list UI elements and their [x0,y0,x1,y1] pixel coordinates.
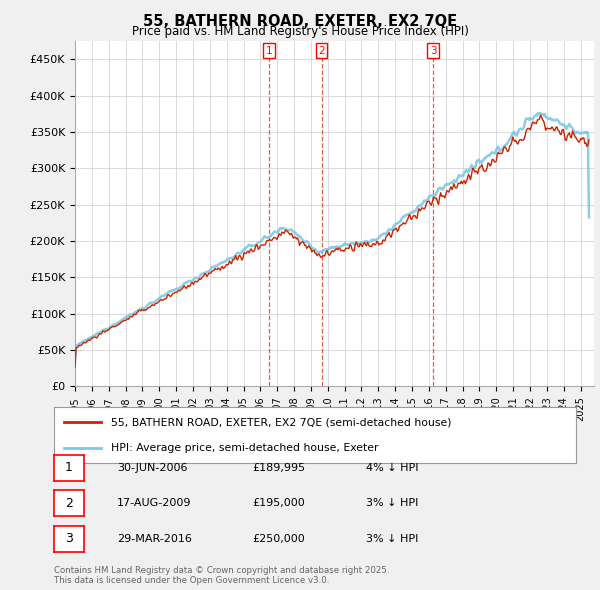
Text: 4% ↓ HPI: 4% ↓ HPI [366,463,419,473]
Text: 30-JUN-2006: 30-JUN-2006 [117,463,187,473]
Text: 3% ↓ HPI: 3% ↓ HPI [366,499,418,508]
Text: £189,995: £189,995 [252,463,305,473]
Text: 29-MAR-2016: 29-MAR-2016 [117,534,192,543]
Text: £195,000: £195,000 [252,499,305,508]
Text: 3: 3 [430,46,436,55]
Text: 1: 1 [265,46,272,55]
Text: 1: 1 [65,461,73,474]
Text: £250,000: £250,000 [252,534,305,543]
Text: 3: 3 [65,532,73,545]
Text: 55, BATHERN ROAD, EXETER, EX2 7QE (semi-detached house): 55, BATHERN ROAD, EXETER, EX2 7QE (semi-… [112,417,452,427]
Text: 2: 2 [65,497,73,510]
Text: HPI: Average price, semi-detached house, Exeter: HPI: Average price, semi-detached house,… [112,443,379,453]
Text: Contains HM Land Registry data © Crown copyright and database right 2025.
This d: Contains HM Land Registry data © Crown c… [54,566,389,585]
Text: 2: 2 [318,46,325,55]
Text: 3% ↓ HPI: 3% ↓ HPI [366,534,418,543]
Text: 17-AUG-2009: 17-AUG-2009 [117,499,191,508]
Text: 55, BATHERN ROAD, EXETER, EX2 7QE: 55, BATHERN ROAD, EXETER, EX2 7QE [143,14,457,28]
Text: Price paid vs. HM Land Registry's House Price Index (HPI): Price paid vs. HM Land Registry's House … [131,25,469,38]
